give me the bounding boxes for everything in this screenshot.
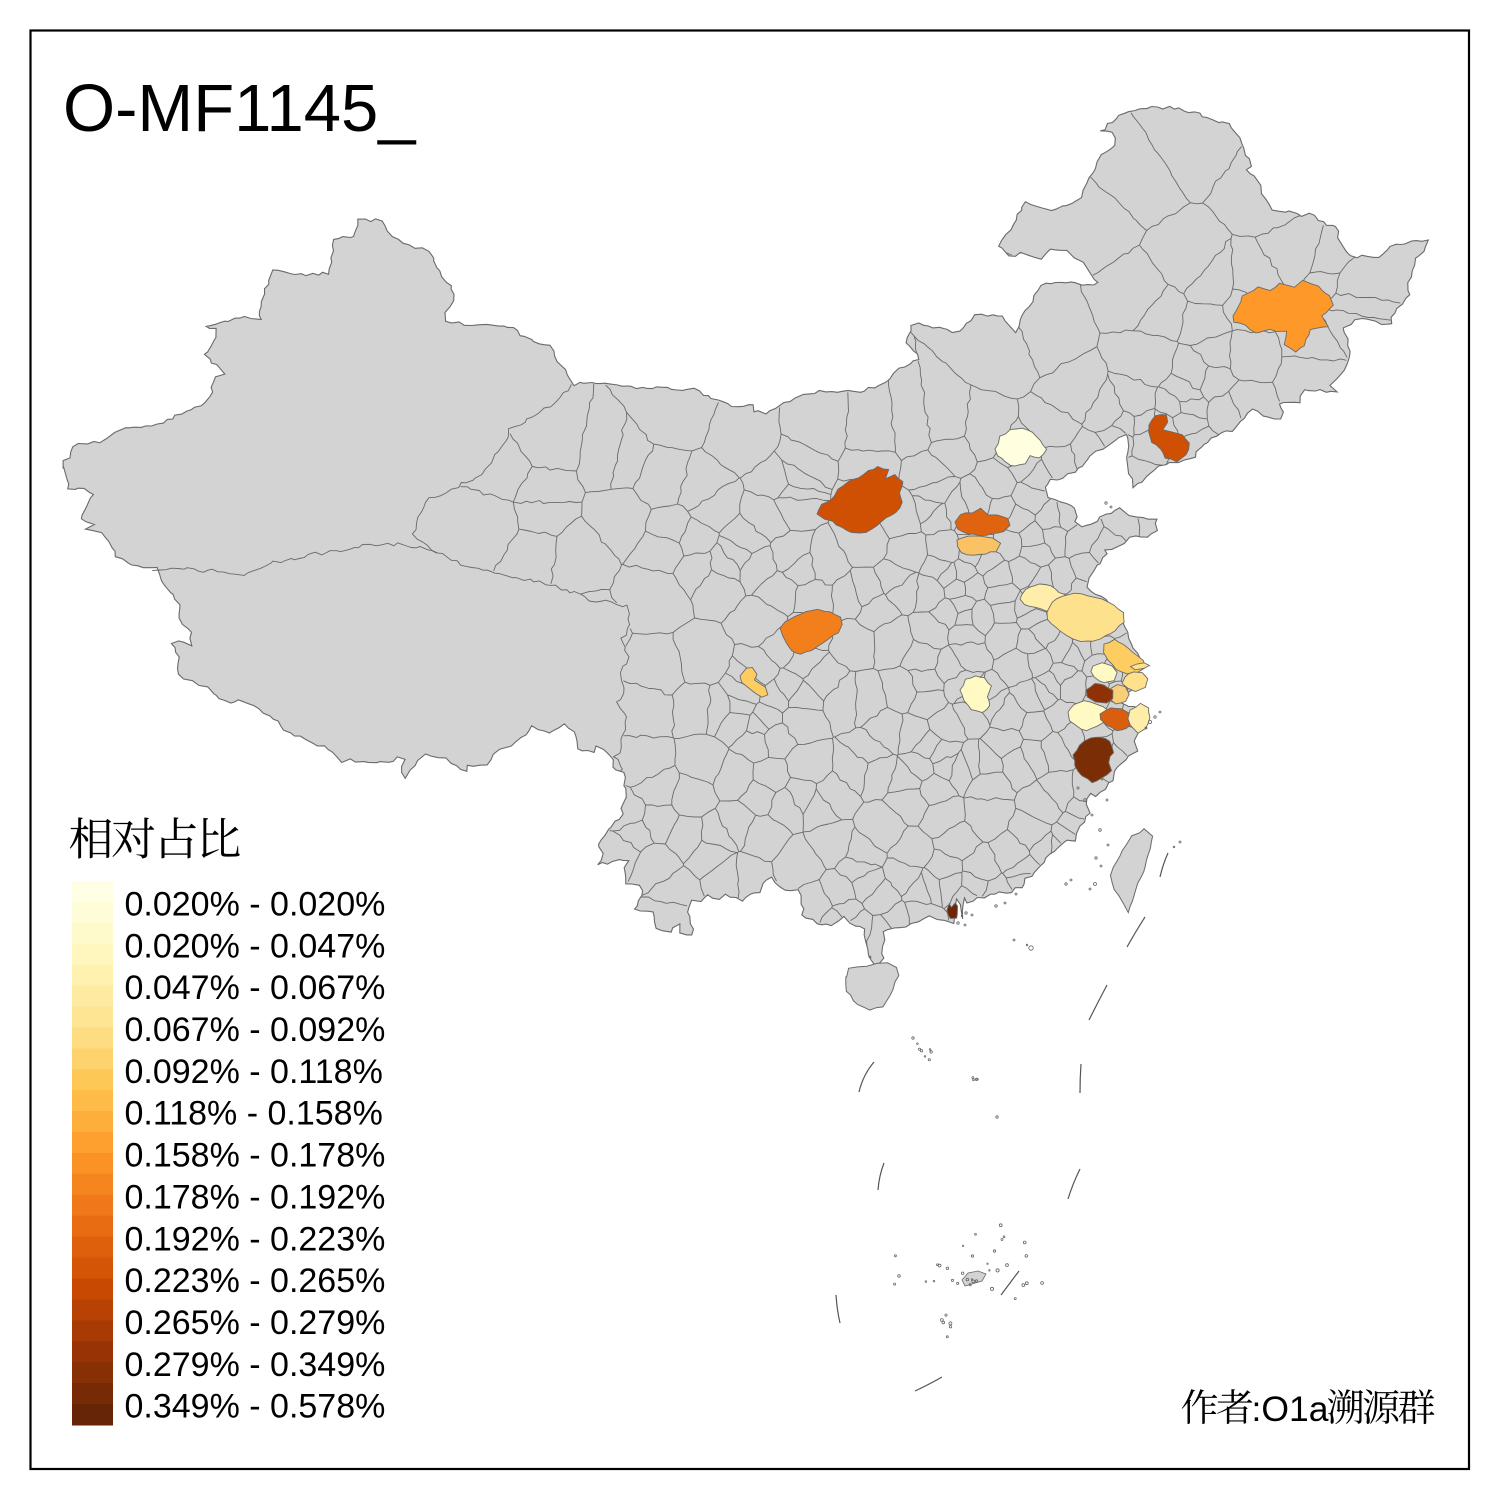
svg-text:0.158% - 0.178%: 0.158% - 0.178% xyxy=(125,1137,386,1175)
svg-text:0.349% - 0.578%: 0.349% - 0.578% xyxy=(125,1388,386,1426)
svg-text:0.020% - 0.047%: 0.020% - 0.047% xyxy=(125,927,386,965)
svg-text:0.020% - 0.020%: 0.020% - 0.020% xyxy=(125,886,386,924)
svg-text::O1a: :O1a xyxy=(1252,1389,1329,1429)
svg-text:0.118% - 0.158%: 0.118% - 0.158% xyxy=(125,1095,383,1133)
svg-text:0.047% - 0.067%: 0.047% - 0.067% xyxy=(125,969,386,1007)
svg-text:0.223% - 0.265%: 0.223% - 0.265% xyxy=(125,1262,386,1300)
svg-text:0.178% - 0.192%: 0.178% - 0.192% xyxy=(125,1178,386,1216)
svg-text:0.279% - 0.349%: 0.279% - 0.349% xyxy=(125,1346,386,1384)
svg-text:0.092% - 0.118%: 0.092% - 0.118% xyxy=(125,1053,383,1091)
svg-text:0.265% - 0.279%: 0.265% - 0.279% xyxy=(125,1304,386,1342)
svg-text:0.067% - 0.092%: 0.067% - 0.092% xyxy=(125,1011,386,1049)
svg-text:O-MF1145_: O-MF1145_ xyxy=(63,71,417,146)
svg-text:0.192% - 0.223%: 0.192% - 0.223% xyxy=(125,1220,386,1258)
